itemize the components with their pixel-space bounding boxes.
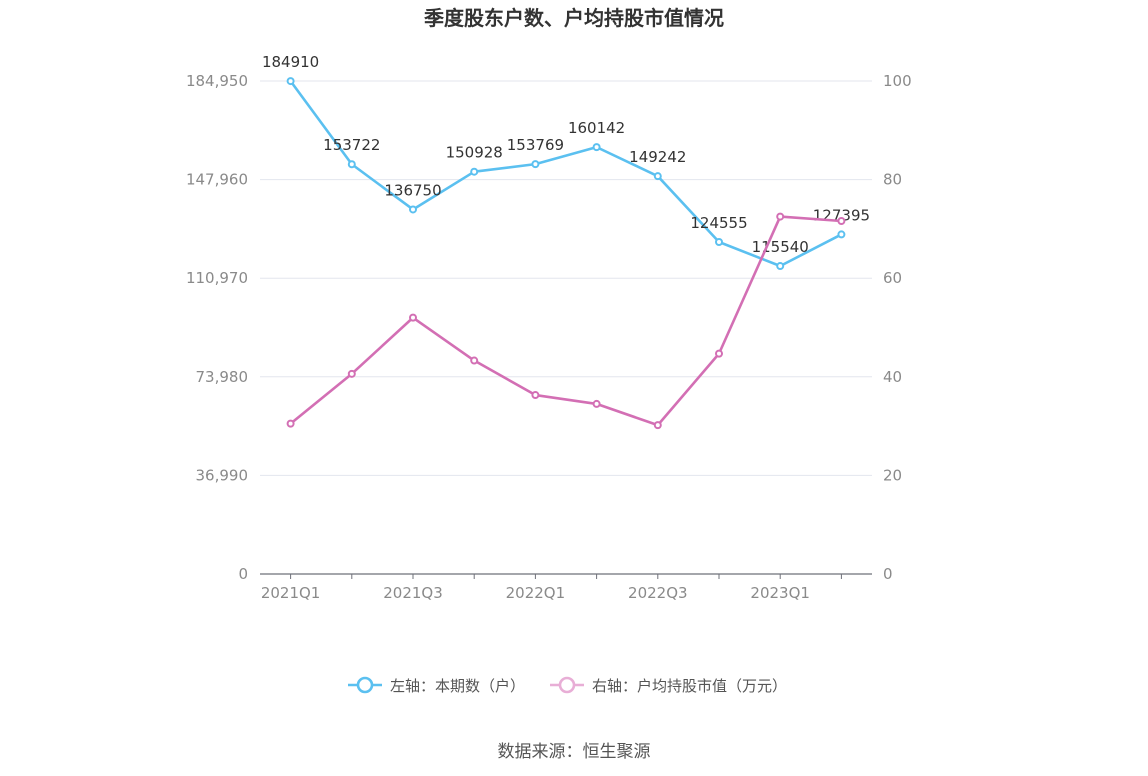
x-tick-label: 2023Q1 (750, 584, 810, 602)
data-label: 160142 (568, 119, 625, 137)
legend-label: 右轴：户均持股市值（万元） (592, 677, 787, 695)
data-label: 124555 (690, 214, 747, 232)
data-point (531, 391, 540, 400)
data-label: 115540 (752, 238, 809, 256)
x-axis: 2021Q1 2021Q3 2022Q1 2022Q3 2023Q1 (260, 573, 872, 602)
source-note: 数据来源：恒生聚源 (498, 742, 651, 762)
data-point (715, 237, 723, 246)
left-tick-label: 73,980 (196, 368, 249, 386)
data-point (347, 160, 356, 169)
data-label: 150928 (446, 144, 503, 162)
data-point (653, 421, 662, 430)
x-tick-label: 2022Q1 (506, 584, 566, 602)
data-point (837, 230, 846, 239)
x-tick-label: 2021Q3 (383, 584, 443, 602)
data-point (286, 419, 295, 428)
data-point (409, 313, 417, 322)
data-point (347, 369, 356, 378)
data-label: 149242 (629, 148, 686, 166)
chart-title: 季度股东户数、户均持股市值情况 (423, 6, 724, 30)
legend-label: 左轴：本期数（户） (390, 677, 525, 695)
data-point (592, 399, 601, 408)
right-tick-label: 40 (883, 368, 902, 386)
legend-marker (356, 676, 374, 694)
data-point (776, 262, 785, 271)
series-1: 184910 153722 136750 150928 1537691601421492… (262, 53, 870, 271)
legend-item-2[interactable]: 右轴：户均持股市值（万元） (550, 676, 787, 695)
left-tick-label: 0 (238, 565, 248, 583)
right-tick-label: 60 (883, 269, 902, 287)
data-point (715, 349, 723, 358)
left-axis-ticks: 0 36,990 73,980 110,970 147,960 184,950 (186, 72, 248, 583)
right-tick-label: 20 (883, 466, 902, 484)
x-tick-label: 2022Q3 (628, 584, 688, 602)
grid-lines (260, 80, 872, 476)
data-point (286, 77, 295, 86)
data-label: 136750 (384, 181, 441, 199)
data-point (409, 205, 417, 214)
series-line (289, 215, 842, 427)
left-tick-label: 36,990 (196, 466, 249, 484)
right-tick-label: 0 (883, 565, 893, 583)
right-tick-label: 80 (883, 171, 902, 189)
left-tick-label: 184,950 (186, 72, 248, 90)
data-point (592, 143, 601, 152)
legend[interactable]: 左轴：本期数（户） 右轴：户均持股市值（万元） (348, 676, 787, 695)
x-tick-label: 2021Q1 (261, 584, 321, 602)
right-axis-ticks: 0 20 40 60 80 100 (883, 72, 912, 583)
series-line (289, 80, 842, 268)
left-tick-label: 147,960 (186, 171, 248, 189)
data-label: 184910 (262, 53, 319, 71)
data-label: 153722 (323, 136, 380, 154)
legend-item-1[interactable]: 左轴：本期数（户） (348, 676, 525, 695)
data-label: 153769 (507, 136, 564, 154)
data-point (653, 172, 662, 181)
data-point (531, 160, 540, 169)
left-tick-label: 110,970 (186, 269, 248, 287)
data-point (776, 212, 785, 221)
series-2 (286, 212, 846, 430)
series-layer: 184910 153722 136750 150928 1537691601421492… (262, 53, 870, 430)
data-point (470, 356, 479, 365)
data-point (470, 167, 479, 176)
data-point (837, 217, 846, 226)
legend-marker (558, 676, 576, 694)
right-tick-label: 100 (883, 72, 912, 90)
